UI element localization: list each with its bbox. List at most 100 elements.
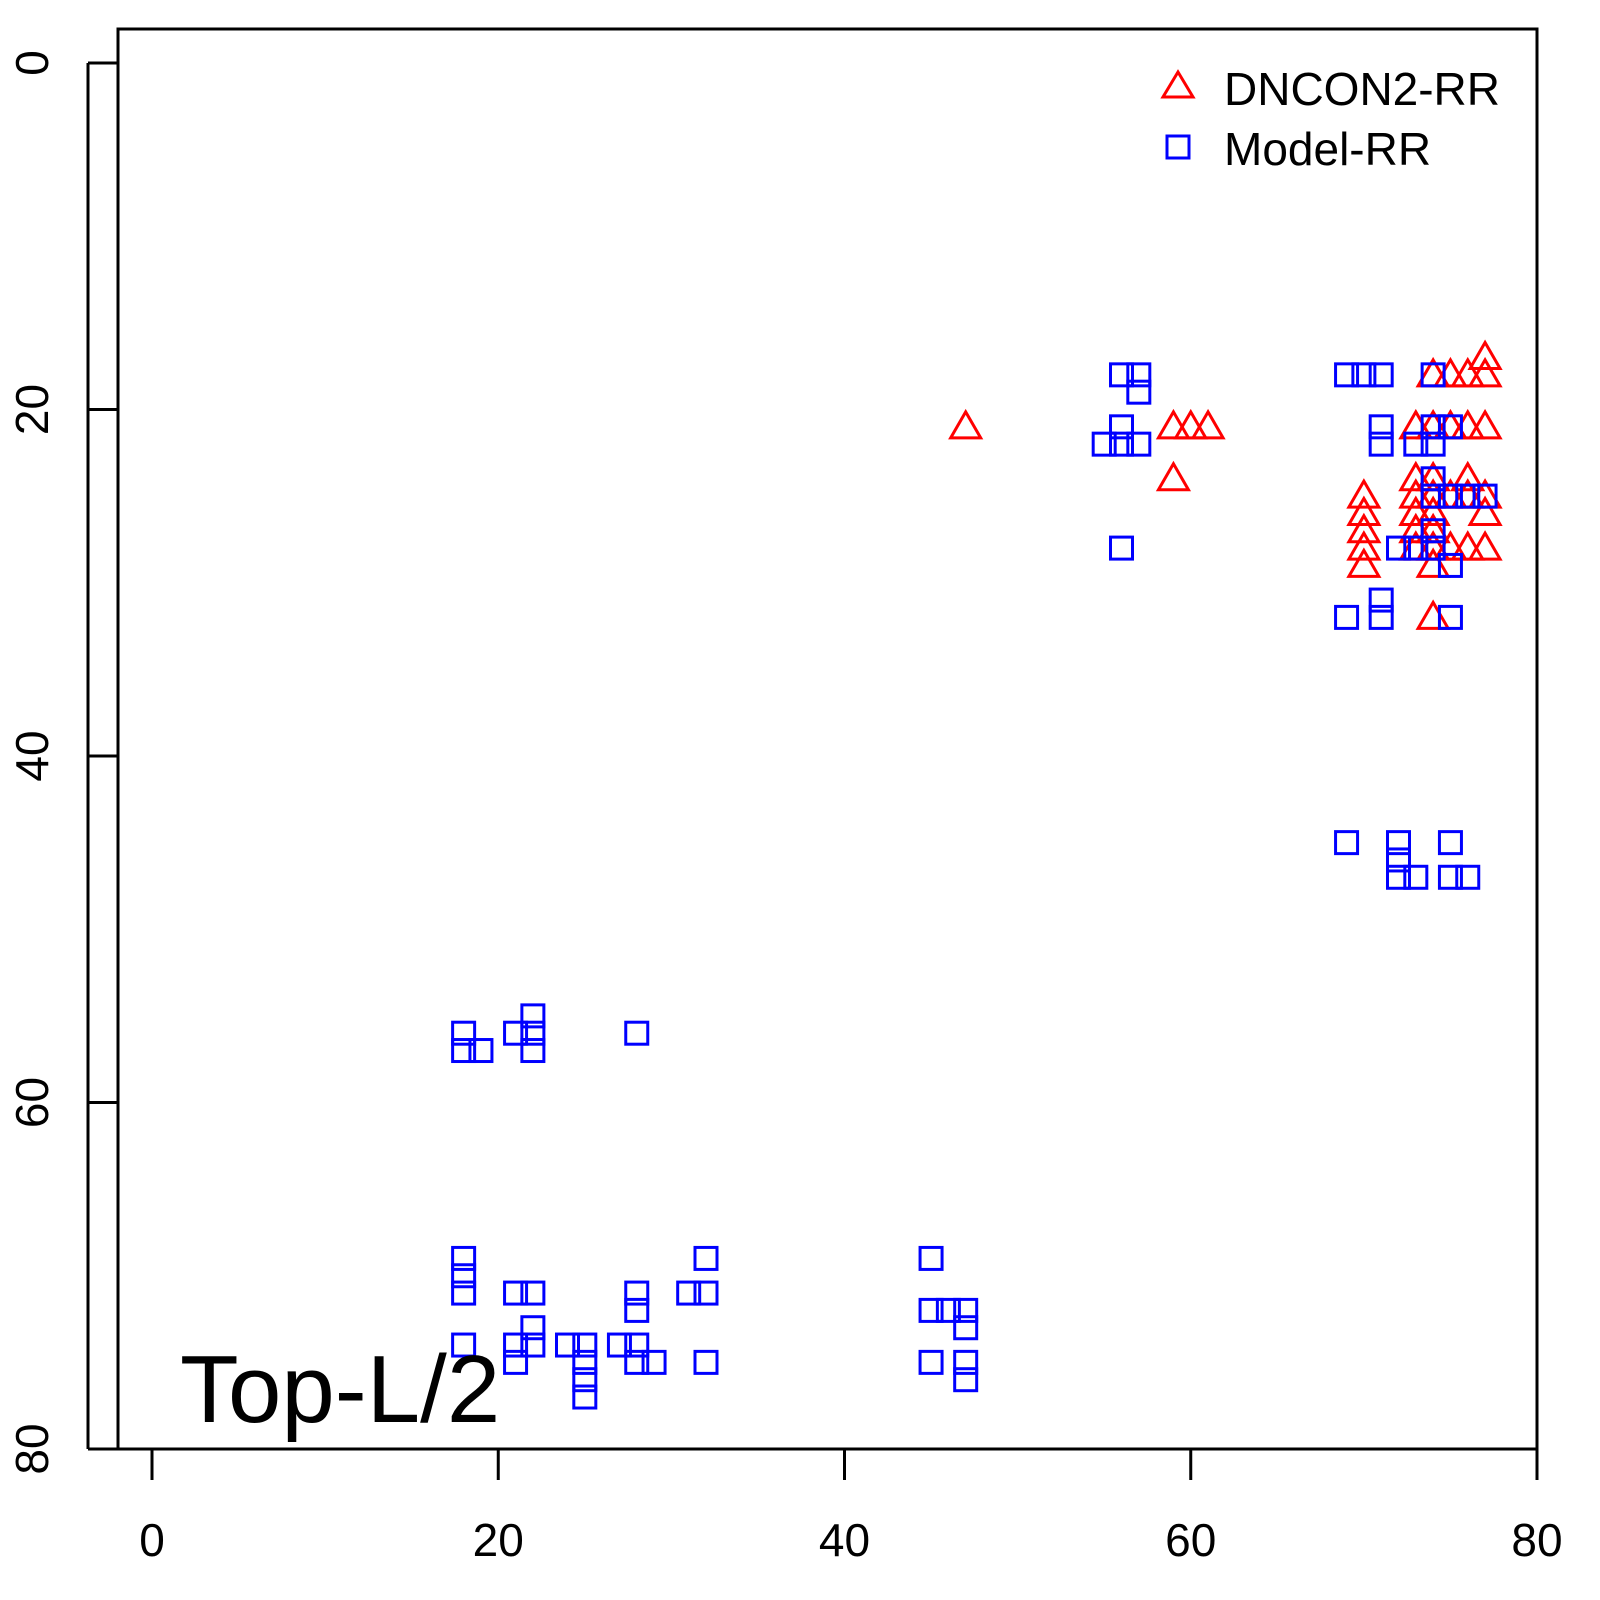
dncon2-rr-point	[1155, 460, 1192, 492]
annotation-top-l2: Top-L/2	[180, 1336, 500, 1443]
dncon2-rr-point	[1346, 495, 1382, 526]
model-rr-point	[1437, 552, 1463, 578]
model-rr-point	[520, 1315, 546, 1341]
model-rr-point	[1403, 535, 1429, 561]
model-rr-point	[624, 1297, 650, 1323]
dncon2-rr-point	[1450, 460, 1486, 492]
y-tick-label: 60	[6, 1077, 58, 1128]
dncon2-rr-point	[1467, 339, 1503, 371]
legend: DNCON2-RR Model-RR	[1160, 63, 1500, 175]
model-rr-point	[1368, 431, 1394, 457]
model-rr-point	[503, 1280, 529, 1306]
model-rr-point	[1109, 362, 1134, 388]
legend-triangle-icon	[1160, 69, 1196, 99]
model-rr-point	[1420, 483, 1446, 509]
model-rr-point	[693, 1349, 719, 1375]
model-rr-point	[1126, 362, 1152, 388]
model-rr-point	[953, 1367, 979, 1393]
model-rr-point	[572, 1349, 598, 1375]
model-rr-point	[624, 1349, 650, 1375]
model-rr-point	[1351, 362, 1377, 388]
model-rr-point	[1109, 535, 1134, 561]
model-rr-point	[641, 1349, 667, 1375]
model-rr-point	[1368, 362, 1394, 388]
model-rr-point	[1368, 604, 1394, 630]
model-rr-point	[1334, 362, 1360, 388]
model-rr-point	[1334, 830, 1360, 856]
model-rr-point	[451, 1245, 477, 1271]
model-rr-point	[953, 1315, 979, 1341]
model-rr-point	[918, 1245, 944, 1271]
dncon2-rr-point	[1190, 408, 1226, 440]
model-rr-point	[1437, 864, 1463, 890]
dncon2-rr-point	[1155, 408, 1192, 440]
model-rr-point	[693, 1280, 719, 1306]
model-rr-point	[1091, 431, 1117, 457]
plot-frame	[116, 27, 1539, 1451]
dncon2-rr-point	[1346, 512, 1382, 544]
model-rr-point	[1368, 414, 1394, 440]
x-tick-label: 80	[1511, 1514, 1562, 1566]
model-rr-point	[1437, 830, 1463, 856]
legend-square-icon	[1165, 134, 1191, 160]
model-rr-point	[520, 1332, 546, 1358]
model-rr-point	[693, 1245, 719, 1271]
model-rr-point	[520, 1280, 546, 1306]
model-rr-point	[520, 1020, 546, 1046]
x-tick-label: 40	[819, 1514, 870, 1566]
model-rr-point	[1455, 483, 1481, 509]
y-tick-label: 20	[6, 384, 58, 435]
model-rr-point	[1126, 431, 1152, 457]
model-rr-point	[1386, 830, 1411, 856]
dncon2-rr-point	[1467, 495, 1503, 526]
dncon2-rr-point	[948, 408, 984, 440]
dncon2-rr-point	[1467, 408, 1503, 440]
model-rr-point	[503, 1349, 529, 1375]
model-rr-point	[572, 1384, 598, 1410]
dncon2-rr-point	[1415, 495, 1451, 526]
model-rr-point	[451, 1332, 477, 1358]
model-rr-point	[1403, 431, 1429, 457]
model-rr-point	[555, 1332, 580, 1358]
model-rr-point	[624, 1280, 650, 1306]
model-rr-point	[1109, 431, 1134, 457]
y-tick-label: 40	[6, 730, 58, 781]
dncon2-rr-point	[1346, 547, 1382, 578]
x-tick-label: 60	[1165, 1514, 1216, 1566]
model-rr-point	[1420, 535, 1446, 561]
model-rr-point	[1420, 466, 1446, 492]
legend-label-dncon2: DNCON2-RR	[1224, 63, 1500, 115]
model-rr-point	[1403, 864, 1429, 890]
model-rr-point	[1437, 483, 1463, 509]
model-rr-point	[451, 1263, 477, 1289]
dncon2-rr-point	[1398, 495, 1434, 526]
model-rr-point	[953, 1349, 979, 1375]
model-rr-point	[918, 1297, 944, 1323]
dncon2-rr-point	[1467, 530, 1503, 561]
x-tick-label: 20	[473, 1514, 524, 1566]
model-rr-point	[1437, 604, 1463, 630]
dncon2-rr-point	[1173, 408, 1209, 440]
dncon2-rr-point	[1450, 356, 1486, 388]
model-rr-point	[1368, 587, 1394, 613]
model-rr-point	[1386, 847, 1411, 873]
legend-label-model: Model-RR	[1224, 123, 1431, 175]
dncon2-rr-point	[1346, 530, 1382, 561]
model-rr-point	[451, 1038, 477, 1064]
model-rr-point	[520, 1003, 546, 1029]
dncon2-rr-point	[1467, 356, 1503, 388]
model-rr-point	[1126, 379, 1152, 405]
model-rr-point	[572, 1367, 598, 1393]
model-rr-point	[606, 1332, 632, 1358]
model-rr-point	[676, 1280, 702, 1306]
model-rr-point	[1386, 864, 1411, 890]
model-rr-point	[1420, 414, 1446, 440]
x-tick-label: 0	[139, 1514, 165, 1566]
dncon2-rr-point	[1346, 478, 1382, 509]
model-rr-point	[520, 1038, 546, 1064]
model-rr-point	[468, 1038, 494, 1064]
model-rr-point	[451, 1280, 477, 1306]
model-rr-point	[935, 1297, 961, 1323]
model-rr-point	[1334, 604, 1360, 630]
